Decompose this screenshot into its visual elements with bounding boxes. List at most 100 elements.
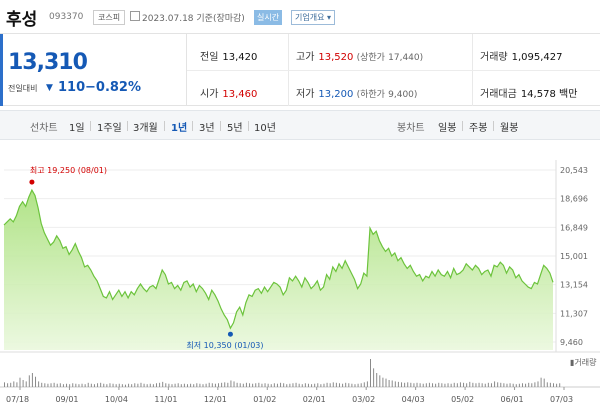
volume-bar (311, 384, 313, 387)
volume-bar (509, 383, 511, 387)
volume-bar (81, 383, 83, 387)
volume-bar (140, 382, 142, 387)
x-tick-label: 12/01 (204, 395, 227, 404)
period-1d[interactable]: 1일 (69, 123, 85, 134)
candle-daily[interactable]: 일봉 (438, 123, 457, 134)
volume-bar (221, 382, 223, 387)
volume-bar (345, 382, 347, 387)
volume-bar (332, 382, 334, 387)
company-info-button[interactable]: 기업개요 ▾ (291, 10, 336, 25)
volume-bar (66, 383, 68, 387)
volume-bar (416, 382, 418, 387)
realtime-button[interactable]: 실시간 (254, 10, 283, 25)
period-1w[interactable]: 1주일 (97, 123, 122, 134)
volume-bar (512, 383, 514, 387)
volume-bar (422, 383, 424, 387)
y-tick-label: 15,001 (560, 252, 588, 261)
volume-bar (171, 384, 173, 387)
volume-bar (534, 382, 536, 387)
volume-bar (90, 383, 92, 387)
stock-code: 093370 (49, 12, 84, 22)
volume-bar (320, 384, 322, 387)
y-tick-label: 9,460 (560, 338, 583, 347)
x-tick-label: 02/01 (303, 395, 326, 404)
volume-bar (155, 383, 157, 387)
y-tick-label: 18,696 (560, 195, 588, 204)
volume-bar (438, 382, 440, 387)
divider (220, 121, 221, 131)
volume-bar (128, 383, 130, 387)
x-tick-label: 06/01 (501, 395, 524, 404)
divider (127, 121, 128, 131)
volume-bar (134, 383, 136, 387)
volume-bar (16, 382, 18, 387)
volume-bar (394, 381, 396, 387)
period-3y[interactable]: 3년 (199, 123, 215, 134)
down-triangle-icon: ▼ (46, 83, 53, 93)
volume-bar (174, 383, 176, 387)
volume-bar (357, 383, 359, 387)
volume-bar (106, 384, 108, 387)
volume-bar (115, 384, 117, 387)
min-label: 최저 10,350 (01/03) (186, 340, 263, 350)
volume-bar (432, 383, 434, 387)
market-badge: 코스피 (93, 10, 126, 25)
volume-bar (292, 383, 294, 387)
volume-bar (481, 383, 483, 387)
volume-bar (249, 383, 251, 387)
volume-bar (348, 383, 350, 387)
x-tick-label: 05/02 (451, 395, 474, 404)
volume-bar (531, 383, 533, 387)
volume-bar (441, 383, 443, 387)
y-tick-label: 11,307 (560, 309, 588, 318)
volume-bar (283, 383, 285, 387)
volume-bar (366, 381, 368, 387)
period-3m[interactable]: 3개월 (133, 123, 158, 134)
volume-bar (553, 383, 554, 387)
volume-bar (276, 383, 278, 387)
volume-bar (456, 383, 458, 387)
change-label: 전일대비 (8, 84, 38, 93)
candle-weekly[interactable]: 주봉 (469, 123, 488, 134)
volume-bar (255, 383, 257, 387)
volume-bar (267, 383, 269, 387)
candle-chart-title: 봉차트 (397, 123, 425, 134)
volume-bar (35, 376, 37, 387)
period-10y[interactable]: 10년 (254, 123, 276, 134)
x-tick-label: 11/01 (154, 395, 177, 404)
chart-tabs: 선차트 1일 1주일 3개월 1년 3년 5년 10년 봉차트 일봉 주봉 월봉 (0, 110, 600, 140)
price-chart: 20,543 18,696 16,849 15,001 13,154 11,307 9,46… (0, 160, 600, 404)
volume-bar (56, 383, 58, 387)
volume-bar (112, 383, 114, 387)
volume-bar (124, 384, 126, 387)
volume-bar (180, 384, 182, 387)
volume-bar (404, 382, 406, 387)
candle-monthly[interactable]: 월봉 (500, 123, 519, 134)
volume-bar (453, 382, 455, 387)
period-5y[interactable]: 5년 (227, 123, 243, 134)
volume-bar (31, 373, 33, 387)
volume-bar (518, 383, 520, 387)
volume-bar (44, 383, 46, 387)
divider (462, 121, 463, 131)
period-1y[interactable]: 1년 (171, 123, 188, 134)
volume: 거래량 1,095,427 (480, 52, 563, 63)
x-tick-label: 10/04 (105, 395, 128, 404)
volume-bar (202, 384, 204, 387)
volume-bar (525, 383, 527, 387)
x-tick-label: 09/01 (55, 395, 78, 404)
volume-bar (342, 383, 344, 387)
volume-bar (494, 381, 496, 387)
volume-bar (100, 382, 102, 387)
volume-bar (103, 383, 105, 387)
volume-bar (242, 383, 244, 387)
volume-bar (360, 383, 362, 387)
current-price: 13,310 (8, 50, 88, 75)
volume-bar (354, 384, 356, 387)
volume-label: ▮거래량 (570, 357, 597, 367)
volume-bar (543, 378, 545, 387)
volume-bar (376, 373, 378, 387)
volume-bar (41, 382, 43, 387)
volume-bar (53, 382, 55, 387)
volume-bar (168, 383, 170, 387)
